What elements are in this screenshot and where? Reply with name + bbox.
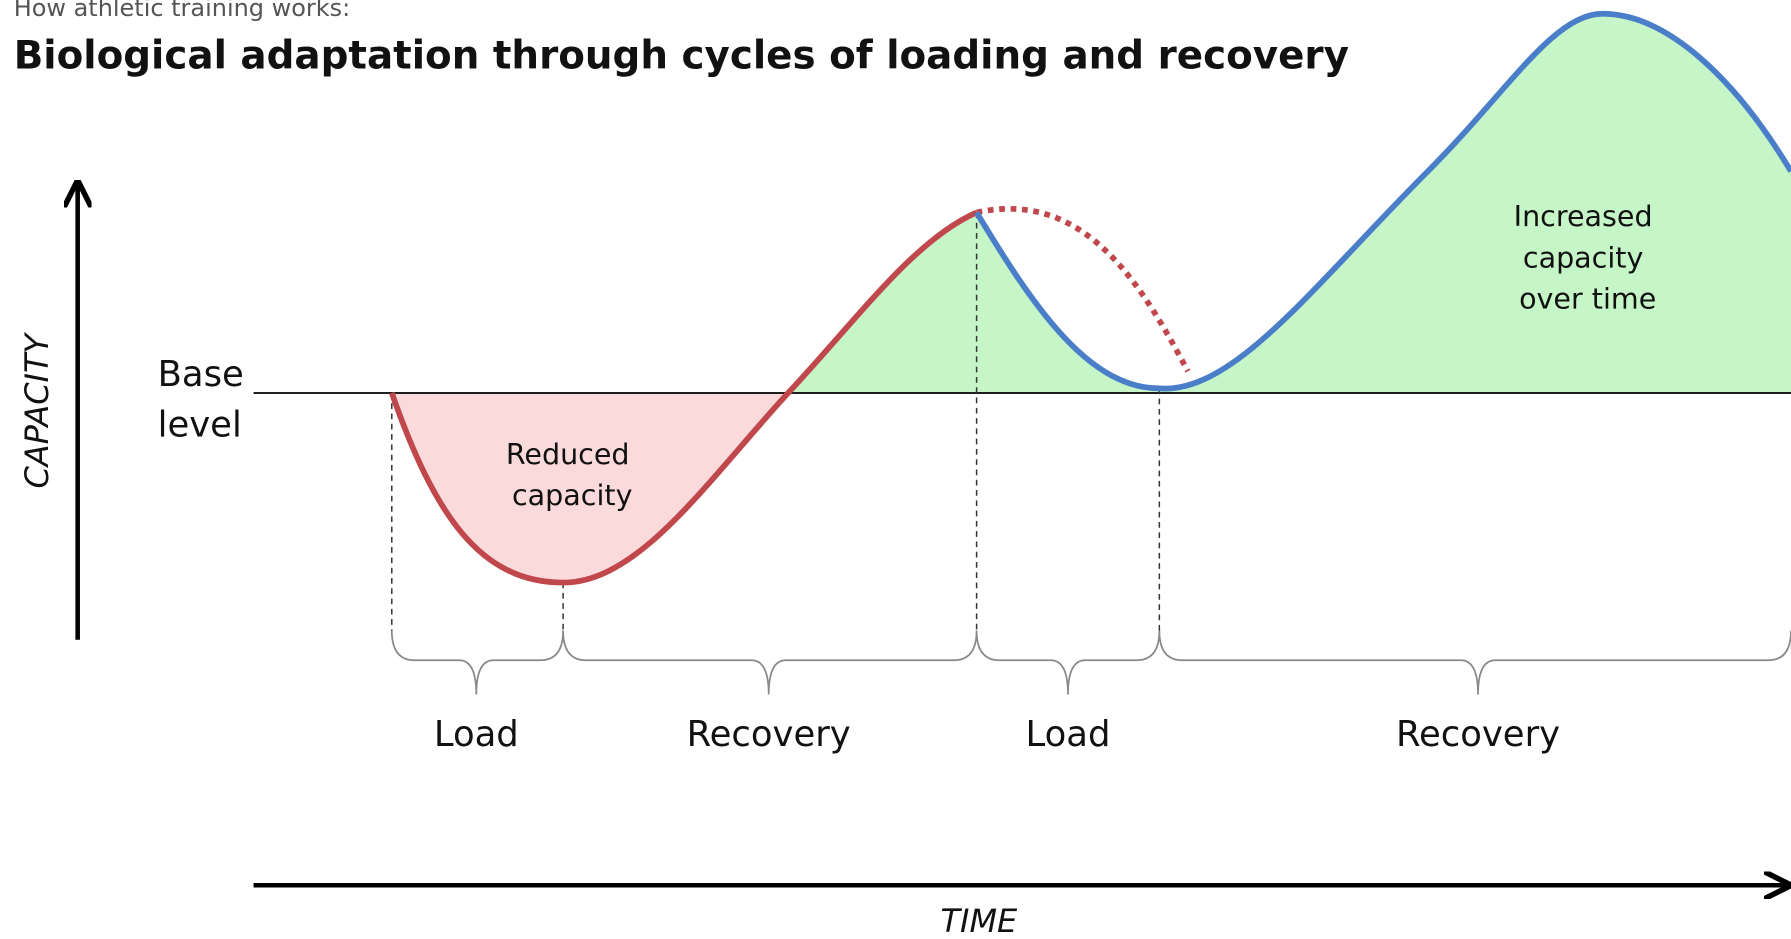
increased-area (788, 13, 1791, 393)
increased-label: Increased capacity over time (1514, 199, 1662, 315)
adaptation-curve (974, 10, 1791, 392)
braces (390, 630, 1791, 695)
brace (562, 630, 978, 695)
title: Biological adaptation through cycles of … (14, 34, 1349, 79)
region-line: capacity (512, 478, 633, 512)
reduced-area (391, 392, 789, 583)
phase-label: Load (434, 714, 519, 755)
phase-label: Load (1026, 714, 1111, 755)
x-axis-label: TIME (941, 902, 1019, 939)
subtitle: How athletic training works: (14, 0, 351, 22)
y-axis-label: CAPACITY (18, 332, 56, 489)
base-label-line: Base (158, 354, 244, 395)
base-label-line: level (158, 404, 242, 445)
region-line: over time (1519, 281, 1656, 315)
phase-labels: Load Recovery Load Recovery (434, 714, 1560, 755)
phase-label: Recovery (687, 714, 851, 755)
phase-dividers (391, 212, 1161, 631)
brace (390, 630, 564, 695)
load-curve (389, 209, 978, 586)
expected-curve (975, 205, 1191, 373)
region-line: Increased (1514, 199, 1653, 233)
brace (975, 630, 1161, 695)
region-line: Reduced (506, 437, 630, 471)
phase-label: Recovery (1396, 714, 1560, 755)
reduced-label: Reduced capacity (506, 437, 639, 512)
base-label: Base level (158, 354, 255, 445)
brace (1158, 630, 1791, 695)
region-line: capacity (1523, 240, 1644, 274)
